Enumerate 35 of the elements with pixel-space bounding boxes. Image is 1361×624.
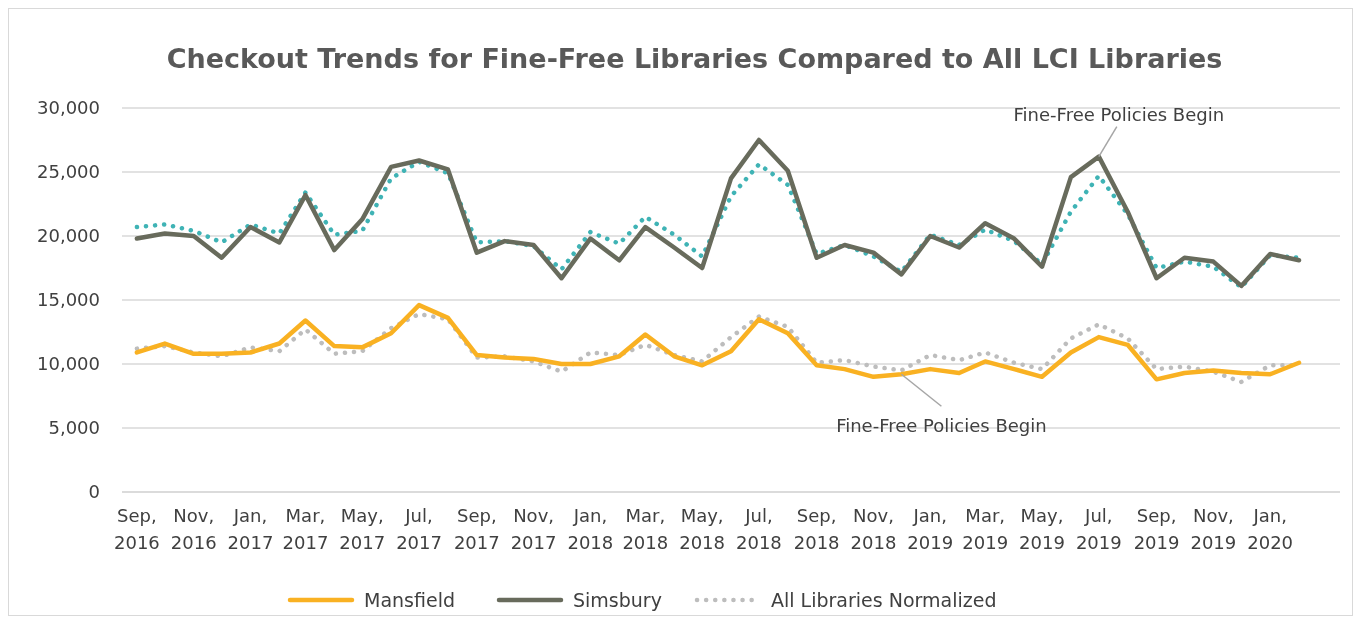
x-tick-label: May, 2019 (1019, 505, 1065, 553)
y-tick-label: 30,000 (37, 97, 100, 119)
x-tick-label: Sep, 2018 (793, 505, 840, 553)
x-tick-label: Mar, 2019 (962, 505, 1009, 553)
legend-label: Simsbury (573, 588, 662, 611)
y-tick-label: 15,000 (37, 289, 100, 311)
x-tick-label: Mar, 2017 (282, 505, 329, 553)
x-tick-label: Jul, 2018 (736, 505, 782, 553)
x-tick-label: Jan, 2020 (1247, 505, 1294, 553)
x-tick-label: May, 2018 (679, 505, 726, 553)
x-tick-label: Nov, 2018 (850, 505, 897, 553)
legend-label: All Libraries Normalized (771, 588, 997, 611)
x-tick-label: Nov, 2016 (170, 505, 217, 553)
x-tick-label: Sep, 2016 (113, 505, 160, 553)
y-tick-label: 10,000 (37, 353, 100, 375)
y-tick-label: 0 (88, 481, 100, 503)
x-tick-label: Jul, 2017 (396, 505, 442, 553)
x-tick-label: Mar, 2018 (622, 505, 669, 553)
x-tick-label: Nov, 2017 (510, 505, 557, 553)
legend-label: Mansfield (364, 588, 455, 611)
x-tick-label: Sep, 2017 (453, 505, 500, 553)
x-tick-label: Jan, 2018 (567, 505, 614, 553)
x-tick-label: Sep, 2019 (1133, 505, 1180, 553)
annotation: Fine-Free Policies Begin (1013, 103, 1225, 125)
x-tick-label: Nov, 2019 (1190, 505, 1237, 553)
x-tick-label: Jul, 2019 (1075, 505, 1122, 553)
x-tick-label: May, 2017 (339, 505, 386, 553)
chart-title: Checkout Trends for Fine-Free Libraries Compared to All LCI Libraries (166, 43, 1223, 74)
line-series (134, 137, 1302, 289)
y-tick-label: 25,000 (37, 161, 100, 183)
x-tick-label: Jan, 2017 (227, 505, 274, 553)
annotation: Fine-Free Policies Begin (836, 415, 1047, 437)
x-tick-label: Jan, 2019 (907, 505, 954, 553)
y-tick-label: 20,000 (37, 225, 100, 247)
y-tick-label: 5,000 (48, 417, 100, 439)
